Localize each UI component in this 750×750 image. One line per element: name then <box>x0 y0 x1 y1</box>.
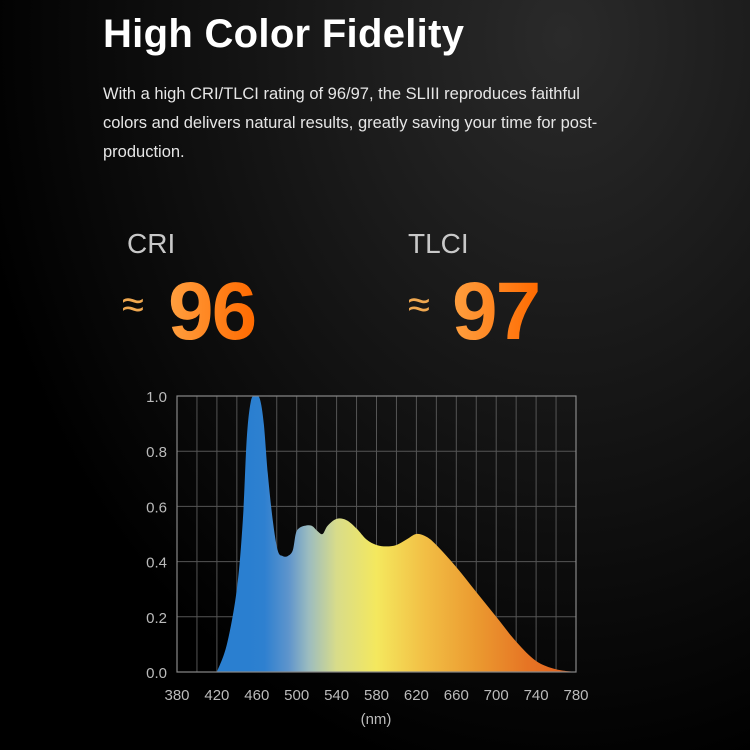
tlci-label: TLCI <box>408 228 469 259</box>
x-tick-label: 620 <box>404 687 429 704</box>
y-tick-label: 1.0 <box>146 389 167 406</box>
x-tick-label: 780 <box>563 687 588 704</box>
x-tick-label: 660 <box>444 687 469 704</box>
x-tick-label: 540 <box>324 687 349 704</box>
page-title: High Color Fidelity <box>103 12 465 56</box>
x-tick-label: 460 <box>244 687 269 704</box>
x-tick-label: 740 <box>524 687 549 704</box>
spectrum-area <box>216 395 576 672</box>
approx-icon: ≈ <box>408 283 430 327</box>
x-tick-label: 500 <box>284 687 309 704</box>
x-tick-label: 380 <box>164 687 189 704</box>
cri-value: 96 <box>168 266 257 357</box>
y-tick-label: 0.6 <box>146 499 167 516</box>
cri-label: CRI <box>127 228 176 259</box>
description: With a high CRI/TLCI rating of 96/97, th… <box>103 85 598 161</box>
y-tick-label: 0.4 <box>146 555 167 572</box>
y-tick-label: 0.2 <box>146 610 167 627</box>
approx-icon: ≈ <box>122 283 144 327</box>
x-tick-label: 420 <box>204 687 229 704</box>
x-axis-label: (nm) <box>361 711 392 728</box>
y-tick-label: 0.8 <box>146 444 167 461</box>
x-tick-label: 580 <box>364 687 389 704</box>
y-tick-label: 0.0 <box>146 665 167 682</box>
plot-frame <box>176 395 577 673</box>
tlci-value: 97 <box>452 266 541 357</box>
x-tick-label: 700 <box>484 687 509 704</box>
